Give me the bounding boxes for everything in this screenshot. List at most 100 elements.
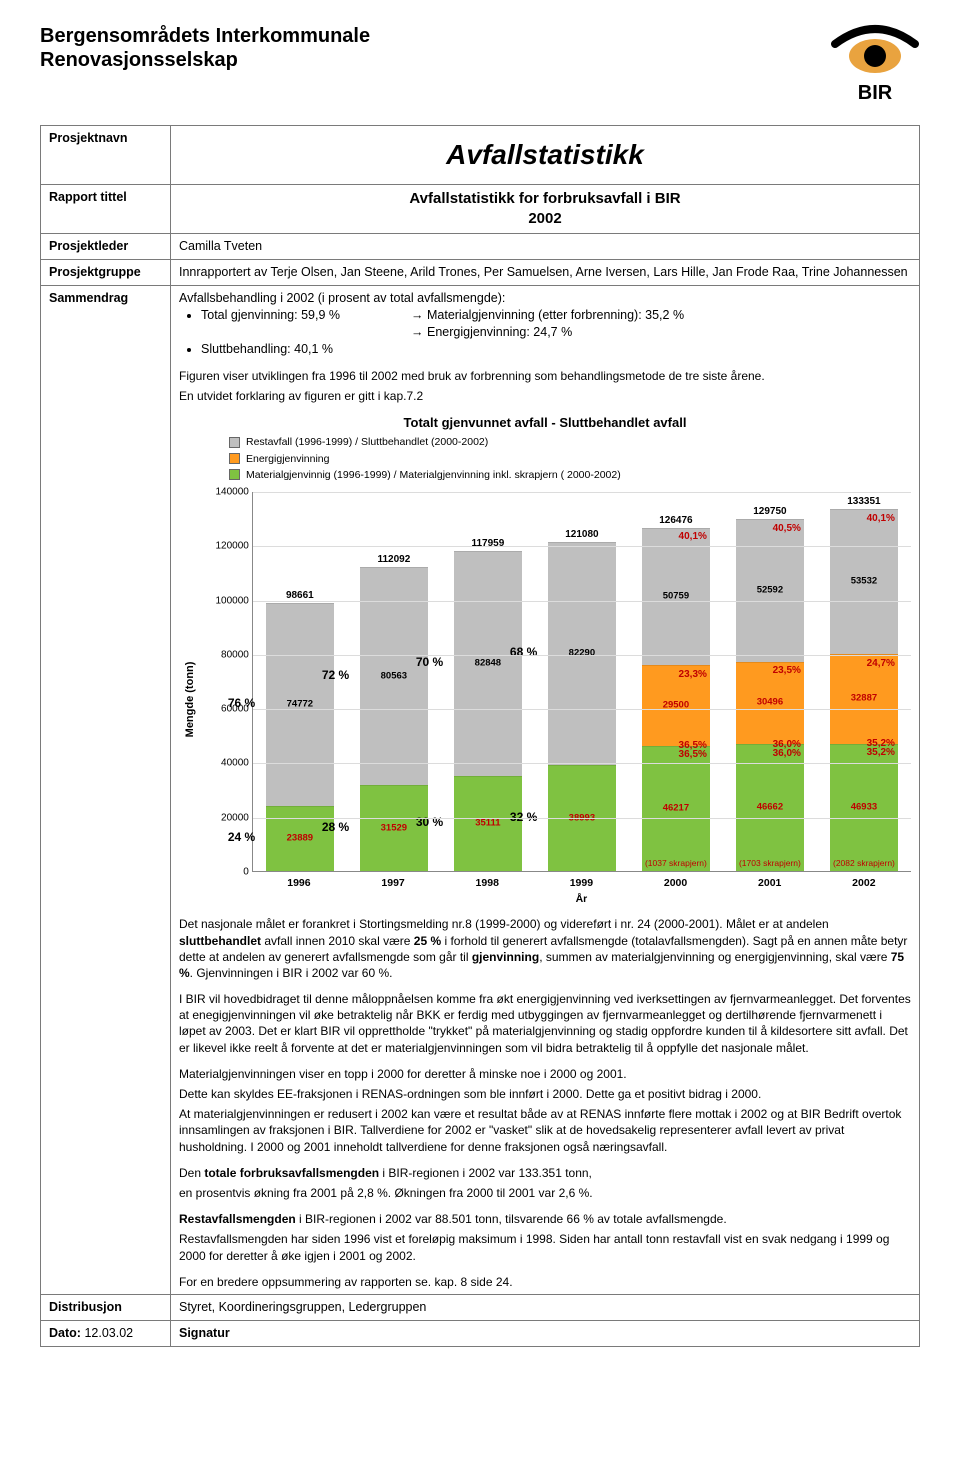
legend-swatch xyxy=(229,469,240,480)
chart-bar-pct: 36,5% xyxy=(679,748,707,762)
chart-gridline xyxy=(253,546,911,547)
eye-logo-icon xyxy=(830,24,920,78)
chart-bar-pct: 70 % xyxy=(416,654,443,670)
chart-ytick: 100000 xyxy=(205,594,249,608)
para-4a: Den totale forbruksavfallsmengden i BIR-… xyxy=(179,1165,911,1181)
chart-bar-pct: 40,1% xyxy=(867,512,895,526)
chart-bar-value: 46933 xyxy=(851,801,877,814)
chart-gridline xyxy=(253,709,911,710)
arrow-icon: → xyxy=(411,325,427,339)
logo-text: BIR xyxy=(858,80,892,107)
sammendrag-intro: Avfallsbehandling i 2002 (i prosent av t… xyxy=(179,290,911,307)
chart-bar-segment: 23889 xyxy=(266,806,334,871)
legend-item: Materialgjenvinnig (1996-1999) / Materia… xyxy=(229,468,911,482)
chart-ytick: 40000 xyxy=(205,757,249,771)
logo: BIR xyxy=(830,24,920,107)
org-title: Bergensområdets Interkommunale Renovasjo… xyxy=(40,24,370,72)
legend-swatch xyxy=(229,453,240,464)
chart-bar-value: 32887 xyxy=(851,693,877,706)
chart-xlabel: År xyxy=(252,892,911,906)
chart-bar: 389938229012108032 %68 % xyxy=(548,542,616,871)
bullet-gjenvinning-right: → Materialgjenvinning (etter forbrenning… xyxy=(411,307,684,341)
chart-bar-value: 50759 xyxy=(663,591,689,604)
para-4b: en prosentvis økning fra 2001 på 2,8 %. … xyxy=(179,1185,911,1201)
legend-label: Materialgjenvinnig (1996-1999) / Materia… xyxy=(246,468,621,482)
chart-bar-value: 46662 xyxy=(757,802,783,815)
para-3c: At materialgjenvinningen er redusert i 2… xyxy=(179,1106,911,1155)
dato-value: 12.03.02 xyxy=(84,1326,133,1340)
energi-line: Energigjenvinning: 24,7 % xyxy=(427,325,572,339)
bullet-gjenvinning: Total gjenvinning: 59,9 % → Materialgjen… xyxy=(201,307,911,341)
chart-gridline xyxy=(253,492,911,493)
value-prosjektleder: Camilla Tveten xyxy=(171,234,920,260)
sammendrag-bullets: Total gjenvinning: 59,9 % → Materialgjen… xyxy=(201,307,911,358)
org-title-line2: Renovasjonsselskap xyxy=(40,48,370,72)
label-prosjektnavn: Prosjektnavn xyxy=(41,126,171,185)
para-1: Det nasjonale målet er forankret i Stort… xyxy=(179,916,911,981)
chart-bar-total: 129750 xyxy=(753,505,786,519)
para-3a: Materialgjenvinningen viser en topp i 20… xyxy=(179,1066,911,1082)
chart-xtick: 2002 xyxy=(830,876,898,890)
chart-ylabel: Mengde (tonn) xyxy=(179,492,202,906)
chart-gridline xyxy=(253,655,911,656)
chart-bar-value: 30496 xyxy=(757,697,783,710)
chart-bars: 23889747729866124 %76 %31529805631120922… xyxy=(253,492,911,871)
sammendrag-content: Avfallsbehandling i 2002 (i prosent av t… xyxy=(171,286,920,1295)
chart-bar-pct: 40,1% xyxy=(679,530,707,544)
chart-bar-segment: 80563 xyxy=(360,567,428,786)
para-2: I BIR vil hovedbidraget til denne målopp… xyxy=(179,991,911,1056)
org-title-line1: Bergensområdets Interkommunale xyxy=(40,24,370,48)
chart-legend: Restavfall (1996-1999) / Sluttbehandlet … xyxy=(229,435,911,482)
label-distribusjon: Distribusjon xyxy=(41,1294,171,1320)
value-prosjektnavn: Avfallstatistikk xyxy=(179,130,911,180)
label-dato: Dato: 12.03.02 xyxy=(41,1320,171,1346)
chart-ytick: 60000 xyxy=(205,702,249,716)
chart-bar-pct: 24 % xyxy=(228,829,255,845)
value-rapport-tittel-l2: 2002 xyxy=(179,209,911,229)
para-5a: Restavfallsmengden i BIR-regionen i 2002… xyxy=(179,1211,911,1227)
chart-ytick: 20000 xyxy=(205,811,249,825)
label-prosjektleder: Prosjektleder xyxy=(41,234,171,260)
chart-bar-value: 23889 xyxy=(287,833,313,846)
dato-label-text: Dato: xyxy=(49,1326,81,1340)
chart-bar-pct: 30 % xyxy=(416,814,443,830)
chart-ytick: 0 xyxy=(205,865,249,879)
chart-bar-value: 29500 xyxy=(663,700,689,713)
row-sammendrag: Sammendrag Avfallsbehandling i 2002 (i p… xyxy=(41,286,920,1295)
chart-body: 23889747729866124 %76 %31529805631120922… xyxy=(202,492,911,906)
chart-plot-area: 23889747729866124 %76 %31529805631120922… xyxy=(252,492,911,872)
chart-bar-value: 82848 xyxy=(475,657,501,670)
chart-gridline xyxy=(253,818,911,819)
chart-bar-segment: 82290 xyxy=(548,542,616,765)
chart-bar-note: (2082 skrapjern) xyxy=(833,858,895,869)
chart-bar-total: 121080 xyxy=(565,528,598,542)
chart-bar-total: 117959 xyxy=(471,537,504,551)
chart-bar-pct: 72 % xyxy=(322,667,349,683)
chart-bar: 46217(1037 skrapjern)295005075912647636,… xyxy=(642,528,710,871)
chart-xlabels: 1996199719981999200020012002 xyxy=(252,876,911,890)
arrow-icon: → xyxy=(411,308,427,322)
page-header: Bergensområdets Interkommunale Renovasjo… xyxy=(40,24,920,107)
chart-bar-note: (1703 skrapjern) xyxy=(739,858,801,869)
chart-bar-total: 112092 xyxy=(377,553,410,567)
bullet-sluttbehandling: Sluttbehandling: 40,1 % xyxy=(201,341,911,358)
chart-bar-pct: 23,3% xyxy=(679,668,707,682)
chart: Mengde (tonn) 23889747729866124 %76 %315… xyxy=(179,488,911,906)
legend-item: Restavfall (1996-1999) / Sluttbehandlet … xyxy=(229,435,911,449)
chart-xtick: 1999 xyxy=(547,876,615,890)
para-5b: Restavfallsmengden har siden 1996 vist e… xyxy=(179,1231,911,1263)
row-dato-signatur: Dato: 12.03.02 Signatur xyxy=(41,1320,920,1346)
chart-bar-pct: 23,5% xyxy=(773,664,801,678)
row-distribusjon: Distribusjon Styret, Koordineringsgruppe… xyxy=(41,1294,920,1320)
chart-bar-value: 31529 xyxy=(381,822,407,835)
label-prosjektgruppe: Prosjektgruppe xyxy=(41,260,171,286)
chart-bar-value: 35111 xyxy=(475,817,500,830)
chart-xtick: 1996 xyxy=(265,876,333,890)
chart-xtick: 1997 xyxy=(359,876,427,890)
row-prosjektnavn: Prosjektnavn Avfallstatistikk xyxy=(41,126,920,185)
chart-bar-segment: 53532 xyxy=(830,509,898,654)
chart-bar-segment: 50759 xyxy=(642,528,710,666)
para-6: For en bredere oppsummering av rapporten… xyxy=(179,1274,911,1290)
chart-bar-pct: 68 % xyxy=(510,644,537,660)
chart-bar-value: 46217 xyxy=(663,802,689,815)
